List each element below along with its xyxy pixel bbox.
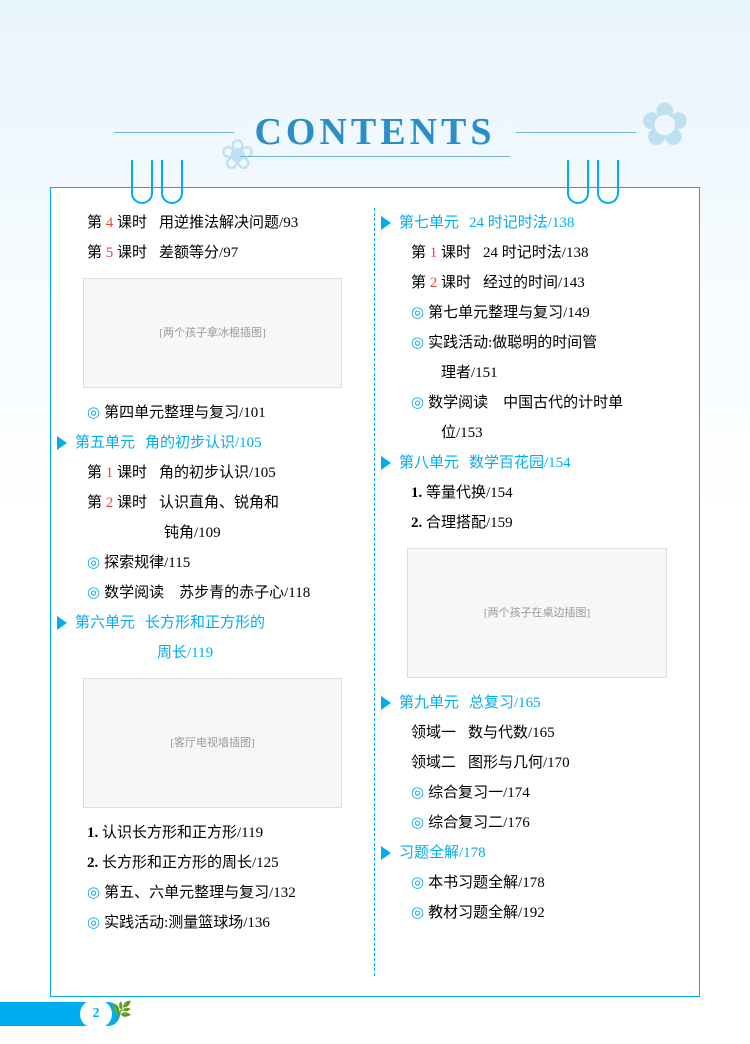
- answers-header: 习题全解/178: [385, 838, 681, 868]
- bullet-cont: 理者/151: [441, 358, 681, 388]
- hook-deco: [131, 160, 153, 204]
- unit7-header: 第七单元24 时记时法/138: [385, 208, 681, 238]
- numbered-item: 1. 等量代换/154: [411, 478, 681, 508]
- bullet-item: ◎数学阅读 中国古代的计时单: [411, 388, 681, 418]
- bullet-item: ◎第七单元整理与复习/149: [411, 298, 681, 328]
- header: CONTENTS: [0, 0, 750, 157]
- right-column: 第七单元24 时记时法/138 第 1 课时 24 时记时法/138 第 2 课…: [375, 208, 699, 976]
- lesson-item: 第 1 课时 角的初步认识/105: [87, 458, 356, 488]
- bullet-item: ◎综合复习一/174: [411, 778, 681, 808]
- domain-item: 领域一数与代数/165: [411, 718, 681, 748]
- left-column: 第 4 课时 用逆推法解决问题/93 第 5 课时 差额等分/97 [两个孩子拿…: [51, 208, 375, 976]
- bullet-item: ◎综合复习二/176: [411, 808, 681, 838]
- bullet-item: ◎本书习题全解/178: [411, 868, 681, 898]
- unit8-header: 第八单元数学百花园/154: [385, 448, 681, 478]
- illustration-room: [客厅电视墙插图]: [83, 678, 341, 808]
- numbered-item: 1. 认识长方形和正方形/119: [87, 818, 356, 848]
- leaf-icon: 🌿: [112, 1000, 132, 1020]
- numbered-item: 2. 合理搭配/159: [411, 508, 681, 538]
- unit6-title-cont: 周长/119: [157, 638, 356, 668]
- unit5-header: 第五单元角的初步认识/105: [61, 428, 356, 458]
- bullet-item: ◎教材习题全解/192: [411, 898, 681, 928]
- domain-item: 领域二图形与几何/170: [411, 748, 681, 778]
- lesson-item: 第 1 课时 24 时记时法/138: [411, 238, 681, 268]
- lesson-item: 第 4 课时 用逆推法解决问题/93: [87, 208, 356, 238]
- bullet-item: ◎第五、六单元整理与复习/132: [87, 878, 356, 908]
- bullet-item: ◎实践活动:测量篮球场/136: [87, 908, 356, 938]
- bullet-cont: 位/153: [441, 418, 681, 448]
- bullet-item: ◎数学阅读 苏步青的赤子心/118: [87, 578, 356, 608]
- title-text: CONTENTS: [254, 111, 495, 153]
- lesson-item: 第 5 课时 差额等分/97: [87, 238, 356, 268]
- unit6-header: 第六单元长方形和正方形的: [61, 608, 356, 638]
- page-number: 2: [80, 1000, 112, 1028]
- lesson-item: 第 2 课时 认识直角、锐角和: [87, 488, 356, 518]
- review-item: ◎第四单元整理与复习/101: [87, 398, 356, 428]
- illustration-kids: [两个孩子拿冰棍插图]: [83, 278, 341, 388]
- hook-deco: [567, 160, 589, 204]
- lesson-cont: 钝角/109: [164, 518, 356, 548]
- unit9-header: 第九单元总复习/165: [385, 688, 681, 718]
- hook-deco: [597, 160, 619, 204]
- content-box: 第 4 课时 用逆推法解决问题/93 第 5 课时 差额等分/97 [两个孩子拿…: [50, 187, 700, 997]
- numbered-item: 2. 长方形和正方形的周长/125: [87, 848, 356, 878]
- bullet-item: ◎实践活动:做聪明的时间管: [411, 328, 681, 358]
- bullet-item: ◎探索规律/115: [87, 548, 356, 578]
- lesson-item: 第 2 课时 经过的时间/143: [411, 268, 681, 298]
- hook-deco: [161, 160, 183, 204]
- illustration-table: [两个孩子在桌边插图]: [407, 548, 666, 678]
- page-title: CONTENTS: [254, 110, 495, 154]
